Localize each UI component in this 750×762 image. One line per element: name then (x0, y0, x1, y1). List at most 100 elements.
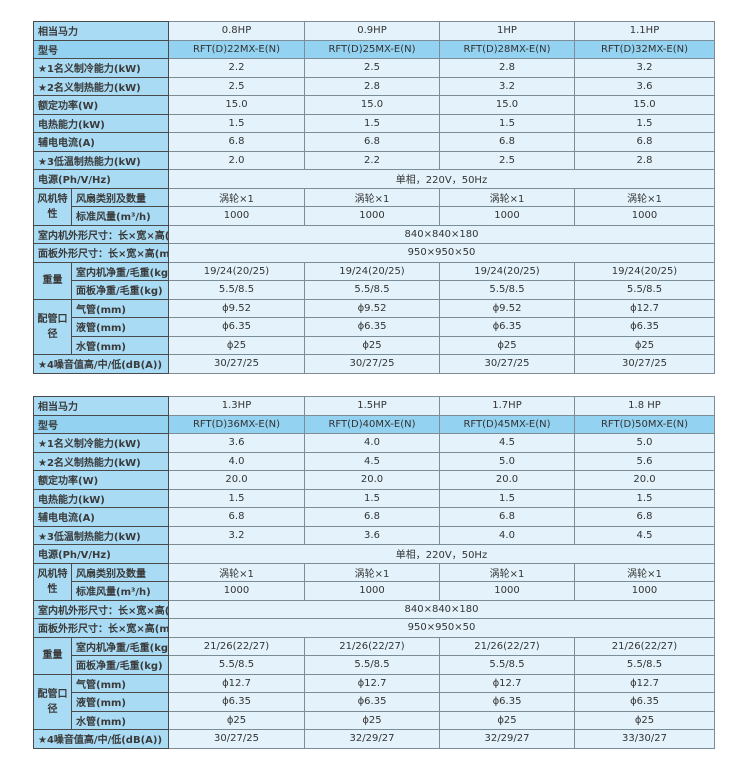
table-row: 重量 室内机净重/毛重(kg) 19/24(20/25) 19/24(20/25) 19… (33, 261, 715, 300)
spec-value: 3.2 (168, 525, 305, 545)
table-row: 重量 室内机净重/毛重(kg) 21/26(22/27) 21/26(22/27) 21… (33, 636, 715, 675)
row-label: 面板净重/毛重(kg) (71, 655, 169, 675)
spec-value: 1.5 (439, 488, 575, 508)
weight-group-label: 重量 (33, 636, 72, 675)
model-value: RFT(D)22MX-E(N) (168, 39, 305, 59)
row-label: 液管(mm) (71, 692, 169, 712)
spec-value: 5.0 (574, 433, 715, 453)
spec-value: 3.6 (168, 433, 305, 453)
pipe-value: ϕ25 (574, 710, 715, 730)
table-row: ★1名义制冷能力(kW) 3.6 4.0 4.5 5.0 (33, 433, 715, 453)
spec-value: 3.6 (574, 76, 715, 96)
fan-value: 1000 (304, 581, 440, 601)
weight-value: 5.5/8.5 (304, 655, 440, 675)
noise-value: 33/30/27 (574, 729, 715, 749)
model-value: RFT(D)45MX-E(N) (439, 414, 575, 434)
fan-value: 1000 (439, 581, 575, 601)
model-value: RFT(D)36MX-E(N) (168, 414, 305, 434)
spec-table-2: 相当马力 1.3HP 1.5HP 1.7HP 1.8 HP 型号 RFT(D)36MX-E(… (33, 396, 715, 749)
row-label: 面板外形尺寸：长×宽×高(mm) (33, 618, 169, 638)
spec-value: 6.8 (304, 507, 440, 527)
table-row: 室内机外形尺寸：长×宽×高(mm)840×840×180 (33, 224, 715, 244)
horsepower-value: 1.3HP (168, 396, 305, 416)
pipe-value: ϕ9.52 (304, 298, 440, 318)
spec-value: 2.8 (304, 76, 440, 96)
model-value: RFT(D)25MX-E(N) (304, 39, 440, 59)
noise-value: 32/29/27 (304, 729, 440, 749)
power-value: 单相，220V，50Hz (168, 169, 715, 189)
table-row: 液管(mm) ϕ6.35 ϕ6.35 ϕ6.35 ϕ6.35 (34, 317, 715, 337)
row-label: 电热能力(kW) (33, 113, 169, 133)
fan-value: 1000 (574, 206, 715, 226)
pipe-group-label: 配管口径 (33, 673, 72, 730)
noise-value: 32/29/27 (439, 729, 575, 749)
spec-value: 6.8 (574, 132, 715, 152)
row-label: 电源(Ph/V/Hz) (33, 169, 169, 189)
fan-value: 涡轮×1 (439, 187, 575, 207)
pipe-value: ϕ6.35 (304, 692, 440, 712)
pipe-value: ϕ6.35 (168, 692, 305, 712)
spec-value: 1.5 (439, 113, 575, 133)
pipe-value: ϕ12.7 (574, 298, 715, 318)
horsepower-value: 1.8 HP (574, 396, 715, 416)
noise-value: 30/27/25 (574, 354, 715, 374)
pipe-value: ϕ25 (304, 710, 440, 730)
table-row: 面板净重/毛重(kg) 5.5/8.5 5.5/8.5 5.5/8.5 5.5/8.5 (34, 280, 715, 300)
weight-value: 5.5/8.5 (574, 280, 715, 300)
pipe-value: ϕ6.35 (574, 692, 715, 712)
pipe-value: ϕ25 (439, 710, 575, 730)
fan-value: 1000 (574, 581, 715, 601)
noise-value: 30/27/25 (439, 354, 575, 374)
spec-value: 4.0 (304, 433, 440, 453)
table-row: 型号 RFT(D)36MX-E(N) RFT(D)40MX-E(N) RFT(D)45… (33, 414, 715, 434)
row-label: 面板外形尺寸：长×宽×高(mm) (33, 243, 169, 263)
fan-value: 1000 (168, 581, 305, 601)
row-label: 面板净重/毛重(kg) (71, 280, 169, 300)
pipe-value: ϕ6.35 (168, 317, 305, 337)
spec-value: 4.5 (304, 451, 440, 471)
row-label: 风扇类别及数量 (71, 562, 169, 582)
weight-value: 19/24(20/25) (574, 261, 715, 281)
weight-value: 19/24(20/25) (168, 261, 305, 281)
row-label: 室内机净重/毛重(kg) (71, 636, 169, 656)
noise-value: 30/27/25 (304, 354, 440, 374)
model-value: RFT(D)28MX-E(N) (439, 39, 575, 59)
row-label: ★4噪音值高/中/低(dB(A)) (33, 354, 169, 374)
row-label: 电热能力(kW) (33, 488, 169, 508)
row-label: 风扇类别及数量 (71, 187, 169, 207)
table-row: 配管口径 气管(mm) ϕ12.7 ϕ12.7 ϕ12.7 ϕ12.7 (33, 673, 715, 730)
table-row: ★4噪音值高/中/低(dB(A)) 30/27/25 30/27/25 30/27/2… (33, 354, 715, 374)
row-label: 电源(Ph/V/Hz) (33, 544, 169, 564)
weight-value: 5.5/8.5 (304, 280, 440, 300)
pipe-value: ϕ25 (304, 335, 440, 355)
row-label: 辅电电流(A) (33, 132, 169, 152)
row-label: 水管(mm) (71, 710, 169, 730)
table-row: 水管(mm) ϕ25 ϕ25 ϕ25 ϕ25 (34, 335, 715, 355)
row-label: ★3低温制热能力(kW) (33, 150, 169, 170)
row-label: ★2名义制热能力(kW) (33, 76, 169, 96)
spec-value: 1.5 (168, 488, 305, 508)
pipe-value: ϕ12.7 (439, 673, 575, 693)
pipe-value: ϕ25 (439, 335, 575, 355)
table-row: 水管(mm) ϕ25 ϕ25 ϕ25 ϕ25 (34, 710, 715, 730)
pipe-value: ϕ6.35 (304, 317, 440, 337)
horsepower-value: 1.7HP (439, 396, 575, 416)
weight-value: 5.5/8.5 (439, 280, 575, 300)
row-label: 气管(mm) (71, 298, 169, 318)
fan-value: 涡轮×1 (168, 187, 305, 207)
spec-value: 20.0 (439, 470, 575, 490)
horsepower-value: 1.5HP (304, 396, 440, 416)
spec-value: 6.8 (168, 507, 305, 527)
noise-value: 30/27/25 (168, 354, 305, 374)
table-row: ★1名义制冷能力(kW) 2.2 2.5 2.8 3.2 (33, 58, 715, 78)
table-row: 辅电电流(A) 6.8 6.8 6.8 6.8 (33, 507, 715, 527)
pipe-value: ϕ6.35 (574, 317, 715, 337)
table-row: 风机特性 风扇类别及数量 涡轮×1 涡轮×1 涡轮×1 涡轮×1 (33, 562, 715, 601)
spec-value: 2.5 (439, 150, 575, 170)
table-row: 室内机外形尺寸：长×宽×高(mm)840×840×180 (33, 599, 715, 619)
spec-value: 4.0 (439, 525, 575, 545)
weight-value: 19/24(20/25) (304, 261, 440, 281)
weight-value: 19/24(20/25) (439, 261, 575, 281)
spec-value: 3.6 (304, 525, 440, 545)
spec-value: 20.0 (168, 470, 305, 490)
